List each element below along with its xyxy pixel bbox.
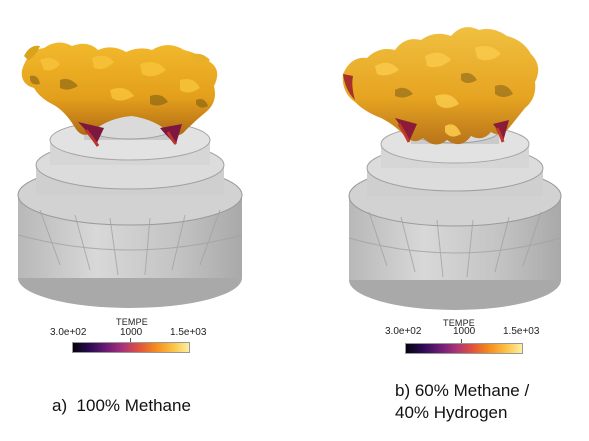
- colorbar-min-label: 3.0e+02: [50, 327, 87, 338]
- colorbar-min-label: 3.0e+02: [385, 326, 422, 337]
- panel-a: TEMPE 3.0e+02 1000 1.5e+03 a) 100% Metha…: [0, 0, 294, 441]
- combustor-body: [17, 110, 243, 308]
- colorbar-title: TEMPE: [443, 318, 476, 328]
- flame-isosurface: [342, 27, 539, 145]
- colorbar-max-label: 1.5e+03: [503, 326, 540, 337]
- caption-b-line1: b) 60% Methane /: [395, 381, 530, 400]
- colorbar-mid-label: 1000: [120, 327, 143, 338]
- colorbar-gradient: [72, 342, 190, 353]
- flame-isosurface: [21, 42, 218, 147]
- combustor-render-b: [342, 27, 562, 310]
- combustor-render-a: [17, 42, 243, 308]
- colorbar-title: TEMPE: [116, 317, 149, 327]
- colorbar-mid-tick: [461, 339, 462, 343]
- panel-b: TEMPE 3.0e+02 1000 1.5e+03 b) 60% Methan…: [295, 0, 589, 441]
- colorbar-max-label: 1.5e+03: [170, 327, 207, 338]
- caption-b-line2: 40% Hydrogen: [395, 403, 508, 422]
- colorbar-mid-tick: [130, 338, 131, 342]
- caption-a: a) 100% Methane: [52, 396, 191, 415]
- colorbar-mid-label: 1000: [453, 326, 476, 337]
- colorbar-gradient: [405, 343, 523, 354]
- combustor-body: [348, 117, 562, 310]
